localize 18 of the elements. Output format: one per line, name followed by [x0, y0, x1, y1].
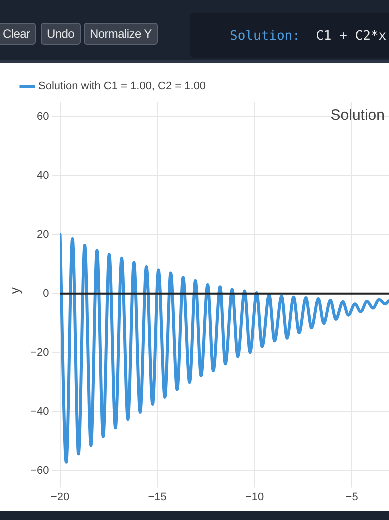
- x-tick-label: −5: [346, 491, 358, 504]
- button: Undo: [41, 23, 80, 45]
- y-tick-label: −60: [30, 464, 50, 477]
- x-tick-label: −10: [245, 491, 264, 504]
- x-tick-label: −20: [50, 491, 70, 504]
- button: Clear: [0, 23, 36, 45]
- button: Normalize Y: [84, 23, 158, 45]
- x-tick-label: −15: [148, 491, 167, 504]
- y-tick-label: 60: [37, 110, 50, 123]
- y-tick-label: −20: [30, 346, 50, 359]
- y-tick-label: 20: [37, 228, 50, 241]
- legend-label: Solution with C1 = 1.00, C2 = 1.00: [38, 80, 206, 93]
- y-tick-label: 40: [37, 170, 50, 182]
- y-tick-label: 0: [43, 288, 50, 300]
- annotation: Solution: [330, 107, 385, 124]
- text: Solution: C1 + C2*x: [230, 29, 387, 44]
- y-axis-title: y: [7, 287, 22, 294]
- y-tick-label: −40: [30, 406, 50, 418]
